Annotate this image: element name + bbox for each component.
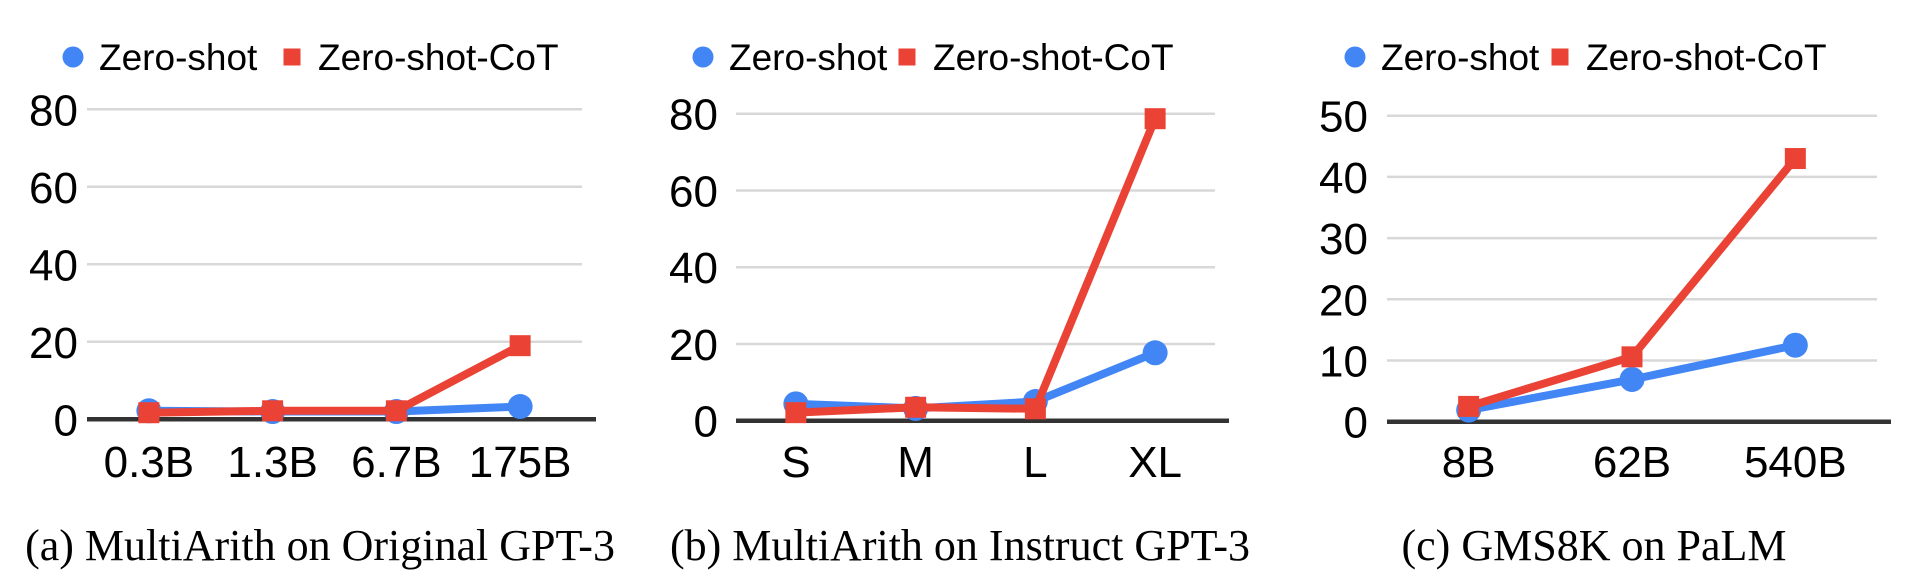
chart-c-caption: (c) GMS8K on PaLM	[1401, 521, 1787, 570]
zero-shot-point	[1619, 366, 1645, 392]
y-axis-tick-label: 40	[669, 244, 718, 293]
y-axis-tick-label: 20	[1319, 276, 1368, 325]
x-axis-tick-label: 540B	[1744, 438, 1847, 487]
y-axis-tick-label: 0	[54, 396, 78, 445]
zero-shot-legend-label: Zero-shot	[99, 37, 258, 78]
zero-shot-cot-legend-label: Zero-shot-CoT	[1586, 37, 1827, 78]
y-axis-tick-label: 10	[1319, 338, 1368, 387]
y-axis-tick-label: 20	[29, 319, 78, 368]
y-axis-tick-label: 40	[29, 241, 78, 290]
chart-b-caption: (b) MultiArith on Instruct GPT-3	[669, 521, 1251, 570]
x-axis-tick-label: 6.7B	[351, 438, 442, 487]
zero-shot-point	[1142, 340, 1168, 366]
y-axis-tick-label: 0	[694, 398, 718, 447]
zero-shot-cot-point	[262, 400, 284, 422]
chart-c-gms8k-palm: 0 10 20 30 40 50 8B 62B 540B Zero-shot Zero-shot-C…	[1280, 0, 1908, 586]
zero-shot-cot-point	[385, 400, 407, 422]
chart-b-canvas: 0 20 40 60 80 S M L XL Zero-shot Zero-shot-CoT	[669, 37, 1229, 487]
zero-shot-cot-point	[1458, 395, 1480, 417]
x-axis-tick-label: 175B	[469, 438, 572, 487]
zero-shot-cot-legend-marker-icon	[283, 48, 301, 66]
x-axis-tick-label: L	[1023, 438, 1047, 487]
zero-shot-cot-point	[138, 402, 160, 424]
chart-b-multiarith-instruct-gpt3: 0 20 40 60 80 S M L XL Zero-shot Zero-shot-CoT (b)…	[640, 0, 1280, 586]
zero-shot-legend-marker-icon	[692, 46, 714, 68]
zero-shot-legend-label: Zero-shot	[1381, 37, 1540, 78]
zero-shot-point	[1782, 332, 1808, 358]
zero-shot-cot-point	[905, 396, 927, 418]
zero-shot-cot-point	[785, 402, 807, 424]
zero-shot-cot-line	[144, 341, 525, 417]
y-axis-tick-label: 30	[1319, 215, 1368, 264]
zero-shot-legend-label: Zero-shot	[729, 37, 888, 78]
x-axis-tick-label: 8B	[1442, 438, 1496, 487]
y-axis-tick-label: 50	[1319, 93, 1368, 142]
zero-shot-cot-legend-marker-icon	[898, 48, 916, 66]
y-axis-tick-label: 0	[1344, 399, 1368, 448]
zero-shot-legend-marker-icon	[62, 46, 84, 68]
zero-shot-legend-marker-icon	[1344, 46, 1366, 68]
chart-a-caption: (a) MultiArith on Original GPT-3	[25, 521, 615, 570]
y-axis-tick-label: 40	[1319, 154, 1368, 203]
x-axis-tick-label: 0.3B	[104, 438, 195, 487]
zero-shot-point	[507, 394, 533, 420]
zero-shot-cot-point	[1784, 148, 1806, 170]
x-axis-tick-label: 62B	[1593, 438, 1671, 487]
zero-shot-cot-legend-marker-icon	[1551, 48, 1569, 66]
y-axis-tick-label: 60	[29, 164, 78, 213]
zero-shot-line	[791, 348, 1160, 413]
y-axis-tick-label: 20	[669, 321, 718, 370]
x-axis-tick-label: S	[781, 438, 810, 487]
chart-a-canvas: 0 20 40 60 80 0.3B 1.3B 6.7B 175B Zero-shot Zero-s…	[29, 37, 596, 487]
zero-shot-cot-point	[509, 335, 531, 357]
x-axis-tick-label: 1.3B	[227, 438, 318, 487]
zero-shot-cot-legend-label: Zero-shot-CoT	[933, 37, 1174, 78]
x-axis-tick-label: XL	[1128, 438, 1182, 487]
y-axis-tick-label: 60	[669, 167, 718, 216]
x-axis-tick-label: M	[897, 438, 934, 487]
zero-shot-cot-line	[791, 114, 1160, 417]
zero-shot-cot-point	[1621, 346, 1643, 368]
zero-shot-cot-point	[1024, 398, 1046, 420]
zero-shot-cot-point	[1144, 108, 1166, 130]
chart-a-multiarith-original-gpt3: 0 20 40 60 80 0.3B 1.3B 6.7B 175B Zero-shot Zero-s…	[0, 0, 640, 586]
chart-c-canvas: 0 10 20 30 40 50 8B 62B 540B Zero-shot Zero-shot-C…	[1319, 37, 1891, 487]
zero-shot-cot-legend-label: Zero-shot-CoT	[318, 37, 559, 78]
y-axis-tick-label: 80	[669, 91, 718, 140]
y-axis-tick-label: 80	[29, 86, 78, 135]
